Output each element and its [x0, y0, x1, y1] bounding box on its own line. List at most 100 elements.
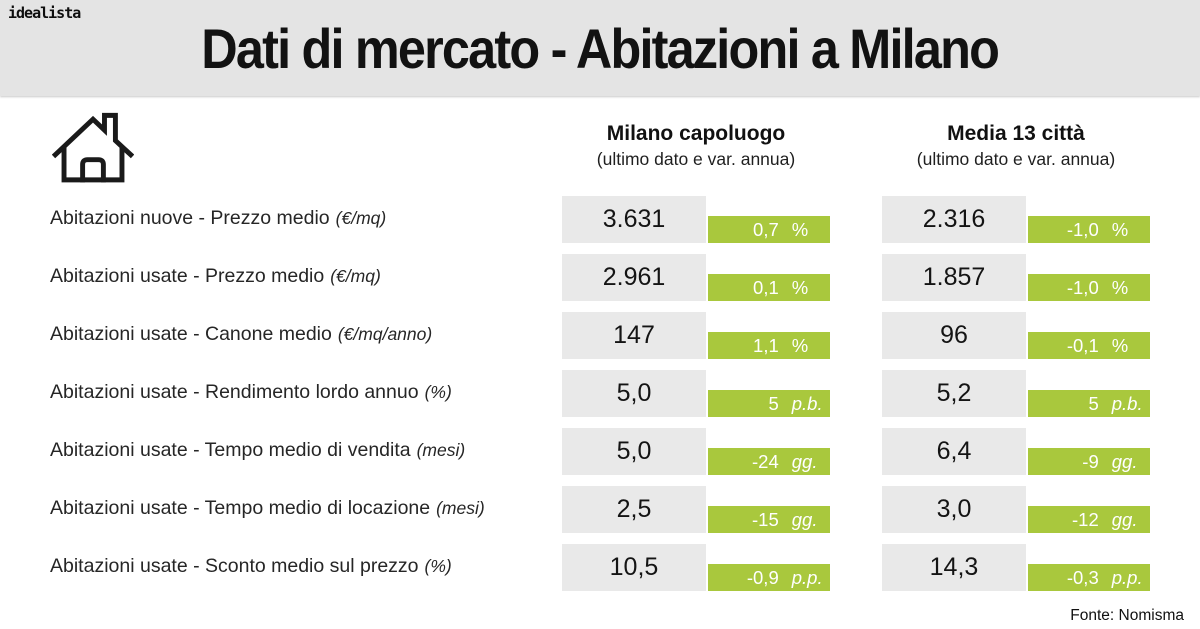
- change-value: -1,0: [1066, 219, 1099, 240]
- change-badge: -0,9 p.p.: [708, 564, 830, 591]
- change-badge: -24 gg.: [708, 448, 830, 475]
- table-row: Abitazioni usate - Sconto medio sul prez…: [50, 544, 1150, 591]
- change-unit: %: [791, 277, 809, 298]
- media-cells: 6,4 -9 gg.: [882, 428, 1150, 475]
- change-unit: p.b.: [791, 393, 823, 414]
- change-unit: gg.: [791, 509, 818, 530]
- change-unit: p.b.: [1111, 393, 1143, 414]
- row-label: Abitazioni nuove - Prezzo medio (€/mq): [50, 207, 562, 232]
- row-unit-text: (€/mq/anno): [337, 324, 433, 344]
- change-badge: -0,3 p.p.: [1028, 564, 1150, 591]
- change-value: -15: [752, 509, 779, 530]
- change-unit: p.p.: [1111, 567, 1143, 588]
- column-title: Media 13 città: [947, 122, 1085, 145]
- change-badge: -1,0%: [1028, 274, 1150, 301]
- row-unit-text: (mesi): [436, 498, 485, 518]
- change-value: -9: [1082, 451, 1099, 472]
- change-unit: gg.: [1111, 509, 1138, 530]
- table-row: Abitazioni usate - Prezzo medio (€/mq) 2.…: [50, 254, 1150, 301]
- change-badge: -0,1%: [1028, 332, 1150, 359]
- value-cell: 14,3: [882, 544, 1026, 591]
- column-subtitle: (ultimo dato e var. annua): [596, 149, 796, 169]
- value-cell: 6,4: [882, 428, 1026, 475]
- change-unit: %: [791, 219, 809, 240]
- row-label: Abitazioni usate - Prezzo medio (€/mq): [50, 265, 562, 290]
- page-title-wrap: Dati di mercato - Abitazioni a Milano: [0, 16, 1200, 81]
- value-cell: 2,5: [562, 486, 706, 533]
- row-label-text: Abitazioni nuove - Prezzo medio: [50, 207, 330, 229]
- change-unit: %: [1111, 219, 1129, 240]
- milano-cells: 5,0 5 p.b.: [562, 370, 830, 417]
- change-badge: -9 gg.: [1028, 448, 1150, 475]
- change-badge: 5 p.b.: [1028, 390, 1150, 417]
- value-cell: 2.316: [882, 196, 1026, 243]
- change-value: -24: [752, 451, 779, 472]
- change-value: 5: [768, 393, 779, 414]
- value-cell: 2.961: [562, 254, 706, 301]
- table-row: Abitazioni nuove - Prezzo medio (€/mq) 3.…: [50, 196, 1150, 243]
- change-value: -0,3: [1066, 567, 1099, 588]
- change-unit: gg.: [1111, 451, 1138, 472]
- table-row: Abitazioni usate - Canone medio (€/mq/ann…: [50, 312, 1150, 359]
- change-value: -0,9: [746, 567, 779, 588]
- change-badge: -1,0%: [1028, 216, 1150, 243]
- value-cell: 5,0: [562, 428, 706, 475]
- change-value: 0,7: [753, 219, 779, 240]
- row-label-text: Abitazioni usate - Tempo medio di locazi…: [50, 497, 431, 519]
- change-value: -0,1: [1066, 335, 1099, 356]
- media-cells: 96 -0,1%: [882, 312, 1150, 359]
- media-cells: 1.857 -1,0%: [882, 254, 1150, 301]
- house-icon: [52, 112, 134, 183]
- row-label-text: Abitazioni usate - Canone medio: [50, 323, 332, 345]
- row-label: Abitazioni usate - Sconto medio sul prez…: [50, 555, 562, 580]
- change-unit: %: [1111, 335, 1129, 356]
- change-value: 0,1: [753, 277, 779, 298]
- value-cell: 5,2: [882, 370, 1026, 417]
- milano-cells: 10,5 -0,9 p.p.: [562, 544, 830, 591]
- media-cells: 5,2 5 p.b.: [882, 370, 1150, 417]
- title-band: idealista Dati di mercato - Abitazioni a…: [0, 0, 1200, 96]
- media-cells: 14,3 -0,3 p.p.: [882, 544, 1150, 591]
- column-subtitle: (ultimo dato e var. annua): [916, 149, 1116, 169]
- table-row: Abitazioni usate - Tempo medio di vendit…: [50, 428, 1150, 475]
- milano-cells: 2.961 0,1%: [562, 254, 830, 301]
- change-value: -1,0: [1066, 277, 1099, 298]
- milano-cells: 2,5 -15 gg.: [562, 486, 830, 533]
- market-data-table: Milano capoluogo (ultimo dato e var. ann…: [50, 96, 1150, 602]
- change-badge: 1,1%: [708, 332, 830, 359]
- change-badge: 0,7%: [708, 216, 830, 243]
- row-label-text: Abitazioni usate - Rendimento lordo annu…: [50, 381, 419, 403]
- row-label-text: Abitazioni usate - Tempo medio di vendit…: [50, 439, 411, 461]
- value-cell: 147: [562, 312, 706, 359]
- value-cell: 1.857: [882, 254, 1026, 301]
- change-unit: %: [791, 335, 809, 356]
- table-header-row: Milano capoluogo (ultimo dato e var. ann…: [50, 96, 1150, 196]
- row-unit-text: (%): [424, 382, 452, 402]
- table-row: Abitazioni usate - Tempo medio di locazi…: [50, 486, 1150, 533]
- change-unit: %: [1111, 277, 1129, 298]
- row-label: Abitazioni usate - Canone medio (€/mq/ann…: [50, 323, 562, 348]
- milano-cells: 147 1,1%: [562, 312, 830, 359]
- change-badge: -12 gg.: [1028, 506, 1150, 533]
- change-badge: -15 gg.: [708, 506, 830, 533]
- row-label: Abitazioni usate - Tempo medio di locazi…: [50, 497, 562, 522]
- row-unit-text: (€/mq): [335, 208, 387, 228]
- source-note: Fonte: Nomisma: [1070, 607, 1184, 624]
- milano-cells: 5,0 -24 gg.: [562, 428, 830, 475]
- value-cell: 3.631: [562, 196, 706, 243]
- row-label-text: Abitazioni usate - Sconto medio sul prez…: [50, 555, 419, 577]
- idealista-logo: idealista: [8, 4, 81, 22]
- table-row: Abitazioni usate - Rendimento lordo annu…: [50, 370, 1150, 417]
- change-badge: 5 p.b.: [708, 390, 830, 417]
- value-cell: 5,0: [562, 370, 706, 417]
- row-unit-text: (%): [424, 556, 452, 576]
- value-cell: 96: [882, 312, 1026, 359]
- column-header-media: Media 13 città (ultimo dato e var. annua…: [882, 122, 1150, 170]
- change-badge: 0,1%: [708, 274, 830, 301]
- change-unit: gg.: [791, 451, 818, 472]
- milano-cells: 3.631 0,7%: [562, 196, 830, 243]
- change-unit: p.p.: [791, 567, 823, 588]
- media-cells: 3,0 -12 gg.: [882, 486, 1150, 533]
- value-cell: 3,0: [882, 486, 1026, 533]
- row-unit-text: (mesi): [416, 440, 466, 460]
